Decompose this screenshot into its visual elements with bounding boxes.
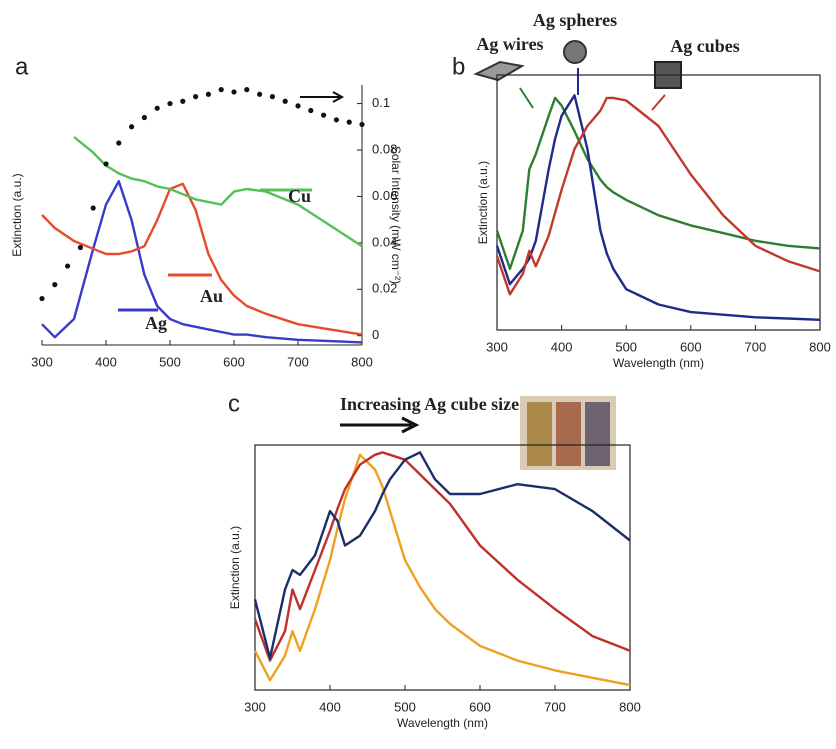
- x-tick-label: 700: [287, 354, 309, 369]
- x-tick-label: 400: [319, 699, 341, 714]
- data-point: [218, 87, 224, 93]
- vial: [585, 402, 610, 466]
- data-point: [141, 114, 147, 121]
- data-point: [257, 91, 263, 97]
- series-label: Au: [200, 286, 223, 306]
- x-tick-label: 700: [745, 339, 767, 354]
- x-tick-label: 500: [159, 354, 181, 369]
- x-tick-label: 300: [486, 339, 508, 354]
- y2-tick-label: 0.02: [372, 281, 397, 296]
- x-tick-label: 400: [551, 339, 573, 354]
- x-tick-label: 600: [469, 699, 491, 714]
- panel-label: b: [452, 53, 465, 80]
- data-point: [244, 87, 250, 93]
- data-point: [295, 103, 301, 109]
- data-point: [116, 140, 122, 146]
- data-point: [180, 98, 186, 104]
- data-point: [90, 205, 96, 211]
- series-label: Ag: [145, 313, 167, 333]
- series-label: Ag cubes: [670, 36, 740, 56]
- plot-frame: [496, 74, 821, 331]
- annotation: Increasing Ag cube size: [340, 394, 519, 414]
- wire-icon: [473, 60, 525, 82]
- y2-tick-label: 0.06: [372, 188, 397, 203]
- x-tick-label: 300: [31, 354, 53, 369]
- sphere-icon: [563, 40, 587, 64]
- data-point: [282, 98, 288, 104]
- x-tick-label: 500: [394, 699, 416, 714]
- arrow-head: [401, 416, 420, 434]
- y2-tick-label: 0.08: [372, 141, 397, 156]
- arrow: [651, 94, 666, 111]
- line-series: [41, 182, 363, 336]
- x-axis-label: Wavelength (nm): [613, 356, 704, 370]
- line-series: [253, 451, 631, 660]
- y-axis-label: Extinction (a.u.): [10, 173, 24, 256]
- data-point: [333, 117, 339, 123]
- data-point: [65, 263, 71, 269]
- x-tick-label: 400: [95, 354, 117, 369]
- data-point: [52, 282, 58, 288]
- series-label: Cu: [288, 186, 311, 206]
- x-tick-label: 600: [680, 339, 702, 354]
- data-point: [231, 89, 237, 95]
- line-series: [73, 136, 363, 248]
- line-series: [253, 453, 631, 687]
- data-point: [103, 161, 109, 167]
- panel-label: c: [228, 390, 240, 417]
- plot-frame: [254, 444, 631, 691]
- data-point: [167, 100, 173, 107]
- data-point: [154, 105, 160, 111]
- y2-tick-label: 0.04: [372, 234, 397, 249]
- x-tick-label: 300: [244, 699, 266, 714]
- data-point: [308, 107, 314, 114]
- y-axis-label: Extinction (a.u.): [228, 526, 242, 609]
- x-tick-label: 800: [351, 354, 373, 369]
- data-point: [39, 295, 45, 302]
- data-point: [346, 119, 352, 125]
- data-point: [193, 94, 199, 100]
- data-point: [269, 94, 275, 100]
- arrow-head: [332, 91, 345, 103]
- vial: [527, 402, 552, 466]
- series-label: Ag wires: [476, 34, 543, 54]
- y2-axis-label: Solar Intensity (mW cm⁻²): [389, 146, 403, 284]
- data-point: [77, 244, 83, 251]
- x-axis-label: Wavelength (nm): [397, 716, 488, 730]
- data-point: [321, 112, 327, 118]
- line-series: [253, 451, 631, 662]
- y2-tick-label: 0.1: [372, 95, 390, 110]
- x-tick-label: 700: [544, 699, 566, 714]
- line-series: [41, 180, 363, 344]
- arrow: [519, 87, 534, 109]
- x-tick-label: 600: [223, 354, 245, 369]
- x-tick-label: 500: [615, 339, 637, 354]
- y2-tick-label: 0: [372, 327, 379, 342]
- data-point: [129, 124, 135, 130]
- x-tick-label: 800: [619, 699, 641, 714]
- x-tick-label: 800: [809, 339, 831, 354]
- line-series: [495, 96, 821, 270]
- line-series: [495, 96, 821, 296]
- data-point: [359, 121, 365, 128]
- y-axis-label: Extinction (a.u.): [476, 161, 490, 244]
- series-label: Ag spheres: [533, 10, 617, 30]
- data-point: [205, 91, 211, 97]
- panel-label: a: [15, 53, 29, 80]
- vial: [556, 402, 581, 466]
